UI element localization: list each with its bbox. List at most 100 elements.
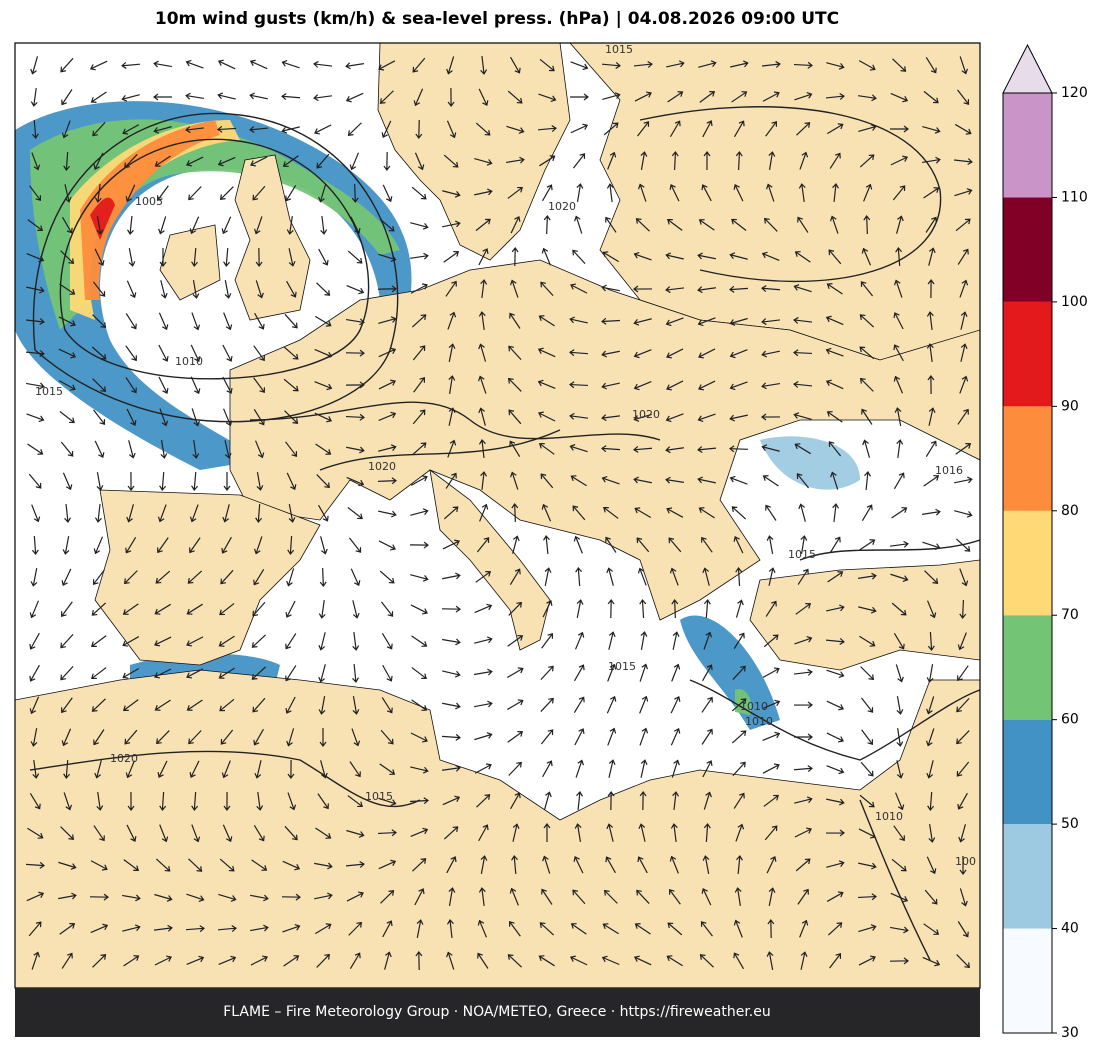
wind-arrow [93,729,105,746]
wind-arrow [378,411,397,422]
wind-arrow [665,252,684,260]
colorbar-tick-label: 80 [1061,503,1079,519]
wind-arrow [762,763,780,774]
wind-arrow [347,795,363,808]
colorbar-band [1003,93,1052,198]
wind-arrow [955,538,971,552]
wind-arrow [825,92,845,100]
wind-arrow [26,382,45,390]
wind-arrow [826,604,845,612]
wind-arrow [794,443,811,455]
wind-arrow [733,183,744,202]
wind-arrow [317,504,329,522]
wind-arrow [61,568,72,587]
wind-arrow [859,794,875,808]
contour-label: 1015 [605,43,633,56]
wind-arrow [474,763,492,774]
wind-arrow [217,156,236,167]
wind-arrow [317,793,329,810]
wind-arrow [350,568,361,587]
wind-arrow [442,764,461,772]
wind-arrow [540,729,554,745]
wind-arrow [190,376,201,395]
wind-arrow [732,665,746,680]
wind-arrow [957,665,969,682]
wind-arrow [345,349,365,357]
wind-arrow [537,379,556,389]
wind-arrow [671,663,681,682]
wind-arrow [224,440,232,459]
wind-arrow [378,540,396,551]
wind-arrow [575,759,585,778]
wind-arrow [91,667,107,680]
wind-arrow [796,122,811,136]
wind-arrow [93,825,105,842]
wind-arrow [380,601,394,617]
contour-label: 1015 [788,548,816,561]
wind-arrow [94,248,105,266]
wind-arrow [30,728,38,747]
wind-arrow [414,888,425,906]
wind-arrow [960,311,968,330]
wind-arrow [926,600,937,619]
wind-arrow [927,375,935,395]
colorbar-tick-label: 30 [1061,1025,1079,1041]
wind-arrow [606,183,614,203]
wind-arrow [890,573,909,582]
wind-arrow [575,567,583,587]
wind-arrow [318,664,326,683]
wind-arrow [858,572,877,580]
contour-label: 1016 [935,464,963,477]
wind-arrow [922,156,941,164]
wind-arrow [320,215,328,235]
wind-arrow [124,729,138,745]
wind-arrow [574,215,583,234]
wind-arrow [446,856,457,874]
wind-arrow [735,567,743,587]
wind-arrow [447,87,455,107]
wind-arrow [154,668,172,679]
wind-arrow [509,440,521,457]
wind-arrow [154,955,172,966]
wind-arrow [30,568,38,587]
wind-arrow [256,472,264,491]
wind-arrow [570,123,589,134]
wind-arrow [893,632,905,650]
wind-arrow [574,823,582,842]
wind-arrow [92,281,106,297]
wind-arrow [540,281,554,297]
contour-label: 1010 [740,700,768,713]
wind-arrow [667,91,684,103]
wind-arrow [126,408,137,426]
wind-arrow [923,923,940,935]
wind-arrow [698,219,715,231]
wind-arrow [702,664,713,682]
wind-arrow [122,699,139,711]
wind-arrow [122,667,140,679]
wind-arrow [542,760,553,778]
wind-arrow [222,344,233,362]
wind-arrow [63,759,71,779]
wind-arrow [352,663,360,683]
wind-arrow [860,281,874,297]
wind-arrow [539,58,555,72]
wind-arrow [507,731,524,743]
wind-arrow [318,632,326,651]
wind-arrow [192,440,200,459]
wind-arrow [121,94,140,102]
wind-arrow [313,60,333,68]
wind-arrow [511,247,519,267]
wind-arrow [252,697,266,713]
wind-arrow [603,506,619,519]
wind-arrow [607,791,615,811]
wind-arrow [601,955,620,966]
wind-arrow [60,57,74,73]
wind-arrow [573,696,585,714]
wind-arrow [58,861,77,870]
wind-arrow [669,184,680,202]
wind-arrow [410,475,428,486]
wind-arrow [123,859,140,871]
wind-arrow [665,413,684,423]
wind-arrow [284,410,299,424]
wind-arrow [893,279,903,298]
